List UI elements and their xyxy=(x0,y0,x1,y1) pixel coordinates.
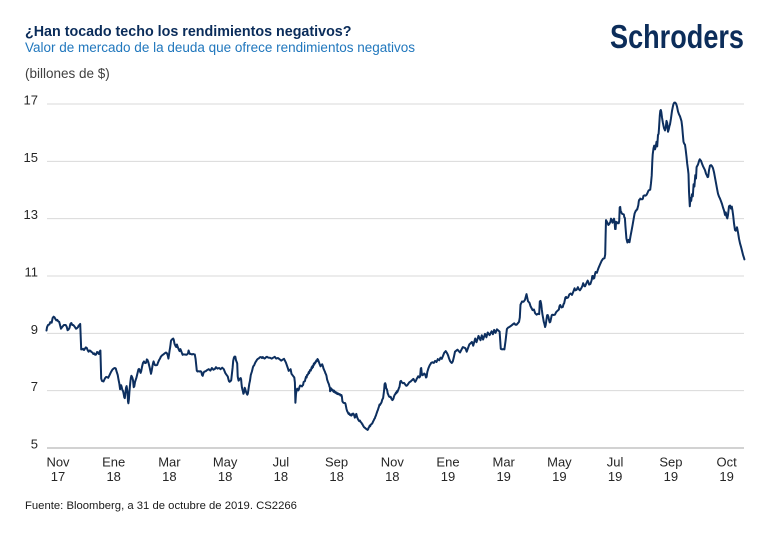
svg-text:17: 17 xyxy=(24,93,38,108)
svg-text:15: 15 xyxy=(24,150,38,165)
svg-text:Schroders: Schroders xyxy=(610,18,744,55)
svg-text:Ene: Ene xyxy=(102,455,125,470)
svg-text:Ene: Ene xyxy=(436,455,459,470)
svg-text:Nov: Nov xyxy=(46,455,70,470)
svg-text:19: 19 xyxy=(441,469,455,484)
svg-text:19: 19 xyxy=(719,469,733,484)
svg-text:18: 18 xyxy=(385,469,399,484)
svg-text:17: 17 xyxy=(51,469,65,484)
svg-text:18: 18 xyxy=(106,469,120,484)
svg-text:Mar: Mar xyxy=(158,455,181,470)
svg-text:Sep: Sep xyxy=(325,455,348,470)
svg-text:Jul: Jul xyxy=(273,455,290,470)
svg-text:¿Han tocado techo los rendimie: ¿Han tocado techo los rendimientos negat… xyxy=(25,24,352,40)
svg-text:13: 13 xyxy=(24,207,38,222)
svg-text:Nov: Nov xyxy=(381,455,405,470)
svg-text:Oct: Oct xyxy=(716,455,737,470)
svg-text:May: May xyxy=(213,455,238,470)
svg-text:19: 19 xyxy=(608,469,622,484)
svg-text:(billones de $): (billones de $) xyxy=(25,66,110,81)
svg-text:Jul: Jul xyxy=(607,455,624,470)
svg-text:19: 19 xyxy=(664,469,678,484)
svg-text:Mar: Mar xyxy=(493,455,516,470)
svg-text:11: 11 xyxy=(25,265,39,280)
svg-text:18: 18 xyxy=(274,469,288,484)
svg-text:19: 19 xyxy=(496,469,510,484)
svg-text:9: 9 xyxy=(31,322,38,337)
svg-text:5: 5 xyxy=(31,437,38,452)
svg-text:18: 18 xyxy=(162,469,176,484)
svg-text:Sep: Sep xyxy=(659,455,682,470)
svg-text:Valor de mercado de la deuda q: Valor de mercado de la deuda que ofrece … xyxy=(25,40,415,55)
svg-text:May: May xyxy=(547,455,572,470)
svg-text:Fuente: Bloomberg, a 31 de oct: Fuente: Bloomberg, a 31 de octubre de 20… xyxy=(25,500,297,512)
svg-text:19: 19 xyxy=(552,469,566,484)
svg-text:7: 7 xyxy=(31,379,38,394)
svg-text:18: 18 xyxy=(329,469,343,484)
svg-text:18: 18 xyxy=(218,469,232,484)
